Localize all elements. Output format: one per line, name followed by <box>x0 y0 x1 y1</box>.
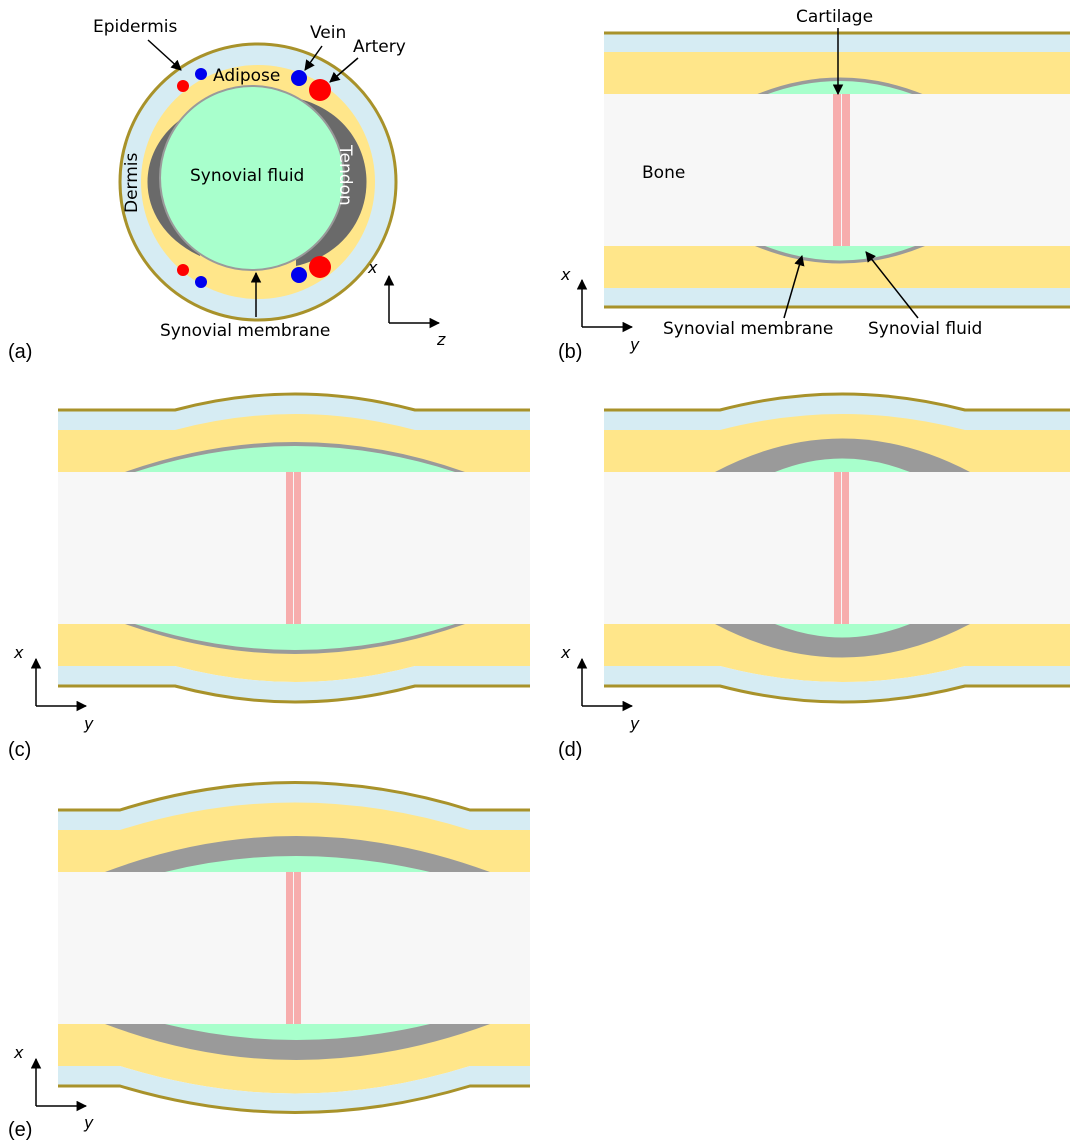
label-synovial-fluid-a: Synovial fluid <box>190 166 304 186</box>
axis-y-e: y <box>83 1113 94 1132</box>
label-vein: Vein <box>310 23 346 43</box>
panel-label-a: (a) <box>8 341 32 363</box>
axis-x-c: x <box>13 643 24 662</box>
panel-label-d: (d) <box>558 739 582 761</box>
label-dermis: Dermis <box>122 152 142 213</box>
panel-b: Cartilage Bone Synovial membrane Synovia… <box>558 7 1070 363</box>
artery-bottom-right <box>309 256 331 278</box>
label-bone: Bone <box>642 163 685 183</box>
vein-top-left <box>195 68 207 80</box>
artery-top-right <box>309 79 331 101</box>
synovial-fluid-circle <box>159 85 345 271</box>
label-cartilage: Cartilage <box>796 7 873 27</box>
axis-x-b: x <box>560 265 571 284</box>
axis-y-c: y <box>83 714 94 733</box>
panel-e: x y (e) <box>8 781 530 1141</box>
label-synovial-fluid-b: Synovial fluid <box>868 319 982 339</box>
label-epidermis: Epidermis <box>93 17 177 37</box>
axis-z-a: z <box>436 330 446 349</box>
label-tendon: Tendon <box>335 144 355 206</box>
label-adipose: Adipose <box>213 66 280 86</box>
panel-a: Epidermis Vein Artery Adipose Synovial f… <box>8 17 446 363</box>
vein-top-right <box>291 70 307 86</box>
panel-label-e: (e) <box>8 1119 32 1141</box>
axis-y-d: y <box>629 714 640 733</box>
panel-c: x y (c) <box>8 392 530 761</box>
label-synovial-membrane-b: Synovial membrane <box>663 319 833 339</box>
label-artery: Artery <box>353 37 406 57</box>
vein-bottom-left <box>195 276 207 288</box>
artery-bottom-left <box>177 264 189 276</box>
panel-label-b: (b) <box>558 341 582 363</box>
axis-y-b: y <box>629 335 640 354</box>
vein-bottom-right <box>291 267 307 283</box>
panel-label-c: (c) <box>8 739 31 761</box>
label-synovial-membrane-a: Synovial membrane <box>160 321 330 341</box>
artery-top-left <box>177 80 189 92</box>
panel-d: x y (d) <box>558 392 1070 761</box>
axis-x-a: x <box>367 258 378 277</box>
axis-x-d: x <box>560 643 571 662</box>
axis-x-e: x <box>13 1043 24 1062</box>
